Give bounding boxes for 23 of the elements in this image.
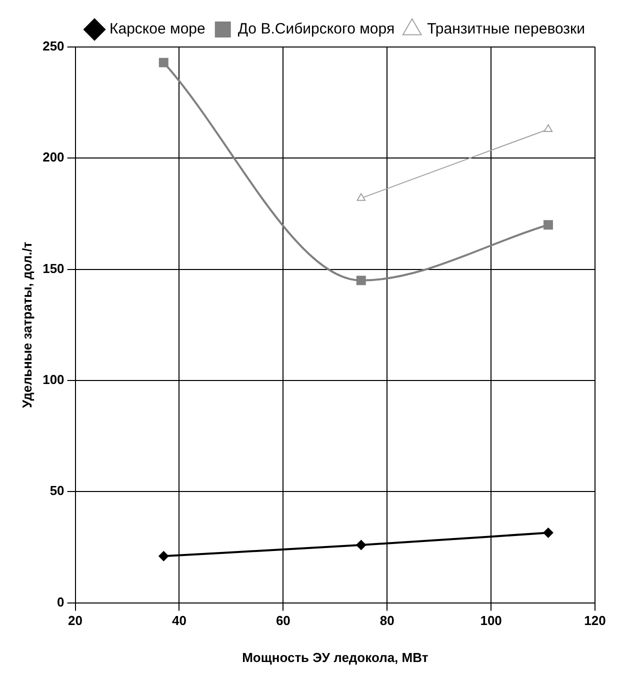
x-tick-label: 80 xyxy=(380,613,394,628)
y-axis-title: Удельные затраты, дол./т xyxy=(19,242,34,408)
y-tick-label: 200 xyxy=(42,150,64,165)
point xyxy=(543,220,553,230)
point xyxy=(543,528,554,538)
x-axis-title: Мощность ЭУ ледокола, МВт xyxy=(242,650,428,665)
point xyxy=(158,551,169,562)
point xyxy=(158,58,168,68)
y-tick-label: 250 xyxy=(42,38,64,54)
y-tick-label: 100 xyxy=(42,372,64,388)
legend-label: Транзитные перевозки xyxy=(427,20,586,38)
x-tick-label: 40 xyxy=(172,613,186,628)
x-tick-label: 100 xyxy=(480,613,502,628)
point xyxy=(356,276,366,286)
y-tick-label: 0 xyxy=(57,594,64,610)
legend-label: Карское море xyxy=(110,20,206,38)
legend-label: До В.Сибирского моря xyxy=(238,20,395,38)
x-tick-label: 60 xyxy=(276,613,290,628)
x-tick-label: 20 xyxy=(68,613,83,628)
y-tick-label: 50 xyxy=(50,483,64,498)
x-tick-label: 120 xyxy=(584,613,606,628)
point xyxy=(356,540,366,550)
y-tick-label: 150 xyxy=(42,260,64,276)
